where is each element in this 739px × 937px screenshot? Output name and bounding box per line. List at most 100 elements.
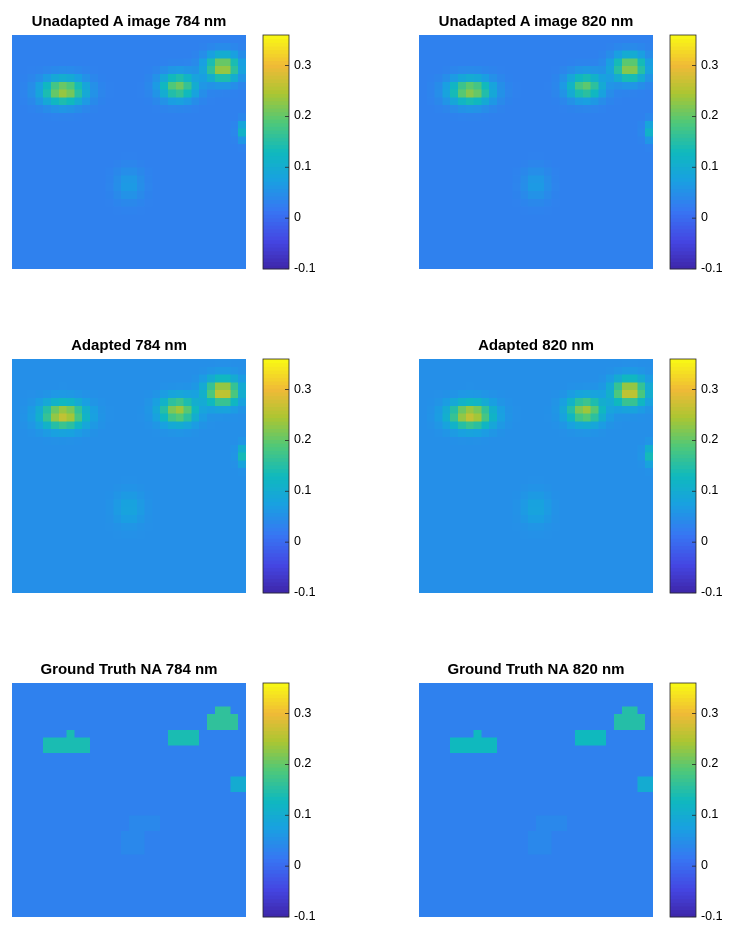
heatmap-cell: [426, 97, 435, 106]
heatmap-cell: [559, 144, 568, 153]
heatmap-cell: [582, 585, 591, 593]
heatmap-cell: [598, 698, 607, 707]
heatmap-cell: [559, 159, 568, 168]
heatmap-cell: [27, 366, 36, 375]
heatmap-cell: [113, 144, 122, 153]
heatmap-cell: [152, 374, 161, 383]
heatmap-cell: [43, 390, 52, 399]
heatmap-cell: [559, 152, 568, 161]
heatmap-cell: [551, 74, 560, 83]
heatmap-cell: [19, 198, 28, 207]
heatmap-cell: [113, 374, 122, 383]
heatmap-cell: [606, 191, 615, 200]
heatmap-cell: [473, 468, 482, 477]
colorbar: [262, 682, 290, 918]
colorbar-swatch: [263, 829, 289, 834]
heatmap-cell: [528, 159, 537, 168]
heatmap-cell: [543, 120, 552, 129]
heatmap-cell: [90, 261, 99, 269]
heatmap-cell: [238, 800, 246, 809]
heatmap-cell: [582, 113, 591, 122]
heatmap-cell: [230, 683, 239, 692]
heatmap-cell: [58, 398, 67, 407]
heatmap-cell: [27, 230, 36, 239]
heatmap-cell: [121, 776, 130, 785]
heatmap-cell: [238, 491, 246, 500]
heatmap-cell: [207, 901, 216, 910]
heatmap-cell: [207, 784, 216, 793]
heatmap-cell: [504, 74, 513, 83]
heatmap-cell: [614, 159, 623, 168]
heatmap-cell: [598, 491, 607, 500]
heatmap-cell: [74, 862, 83, 871]
heatmap-cell: [90, 206, 99, 215]
heatmap-cell: [199, 214, 208, 223]
heatmap-cell: [191, 554, 200, 563]
heatmap-cell: [504, 452, 513, 461]
heatmap-cell: [74, 35, 83, 44]
heatmap-cell: [598, 405, 607, 414]
heatmap-cell: [90, 74, 99, 83]
heatmap-cell: [528, 74, 537, 83]
heatmap-cell: [35, 893, 44, 902]
heatmap-cell: [105, 359, 114, 368]
heatmap-cell: [528, 152, 537, 161]
heatmap-cell: [19, 491, 28, 500]
heatmap-cell: [214, 909, 223, 917]
heatmap-cell: [465, 468, 474, 477]
heatmap-cell: [230, 74, 239, 83]
heatmap-cell: [426, 222, 435, 231]
heatmap-cell: [497, 460, 506, 469]
heatmap-cell: [419, 366, 428, 375]
heatmap-cell: [12, 515, 21, 524]
heatmap-cell: [183, 58, 192, 67]
heatmap-cell: [629, 507, 638, 516]
heatmap-cell: [536, 437, 545, 446]
heatmap-cell: [113, 405, 122, 414]
heatmap-cell: [105, 468, 114, 477]
heatmap-cell: [191, 421, 200, 430]
heatmap-cell: [152, 846, 161, 855]
heatmap-cell: [230, 714, 239, 723]
heatmap-cell: [136, 390, 145, 399]
heatmap-cell: [144, 729, 153, 738]
heatmap-cell: [191, 569, 200, 578]
heatmap-cell: [121, 230, 130, 239]
heatmap-cell: [637, 690, 646, 699]
heatmap-cell: [129, 437, 138, 446]
heatmap-cell: [520, 483, 529, 492]
heatmap-cell: [136, 530, 145, 539]
heatmap-cell: [637, 144, 646, 153]
heatmap-cell: [51, 152, 60, 161]
heatmap-cell: [614, 128, 623, 137]
heatmap-cell: [590, 429, 599, 438]
heatmap-cell: [51, 398, 60, 407]
heatmap-cell: [214, 245, 223, 254]
heatmap-cell: [136, 144, 145, 153]
heatmap-cell: [582, 105, 591, 114]
colorbar-swatch: [263, 560, 289, 565]
heatmap-cell: [51, 690, 60, 699]
colorbar-swatch: [670, 552, 696, 557]
heatmap-cell: [136, 374, 145, 383]
heatmap-cell: [465, 81, 474, 90]
heatmap-cell: [238, 538, 246, 547]
heatmap-cell: [183, 546, 192, 555]
heatmap-cell: [582, 546, 591, 555]
heatmap-cell: [645, 698, 653, 707]
colorbar-swatch: [263, 391, 289, 397]
heatmap-cell: [222, 476, 231, 485]
heatmap-cell: [97, 398, 106, 407]
heatmap-cell: [168, 901, 177, 910]
heatmap-cell: [214, 66, 223, 75]
heatmap-cell: [199, 522, 208, 531]
heatmap-cell: [512, 144, 521, 153]
heatmap-cell: [238, 885, 246, 894]
heatmap-cell: [199, 374, 208, 383]
heatmap-cell: [175, 206, 184, 215]
heatmap-cell: [481, 230, 490, 239]
heatmap-cell: [27, 222, 36, 231]
heatmap-cell: [74, 554, 83, 563]
heatmap-cell: [450, 167, 459, 176]
heatmap-cell: [175, 359, 184, 368]
